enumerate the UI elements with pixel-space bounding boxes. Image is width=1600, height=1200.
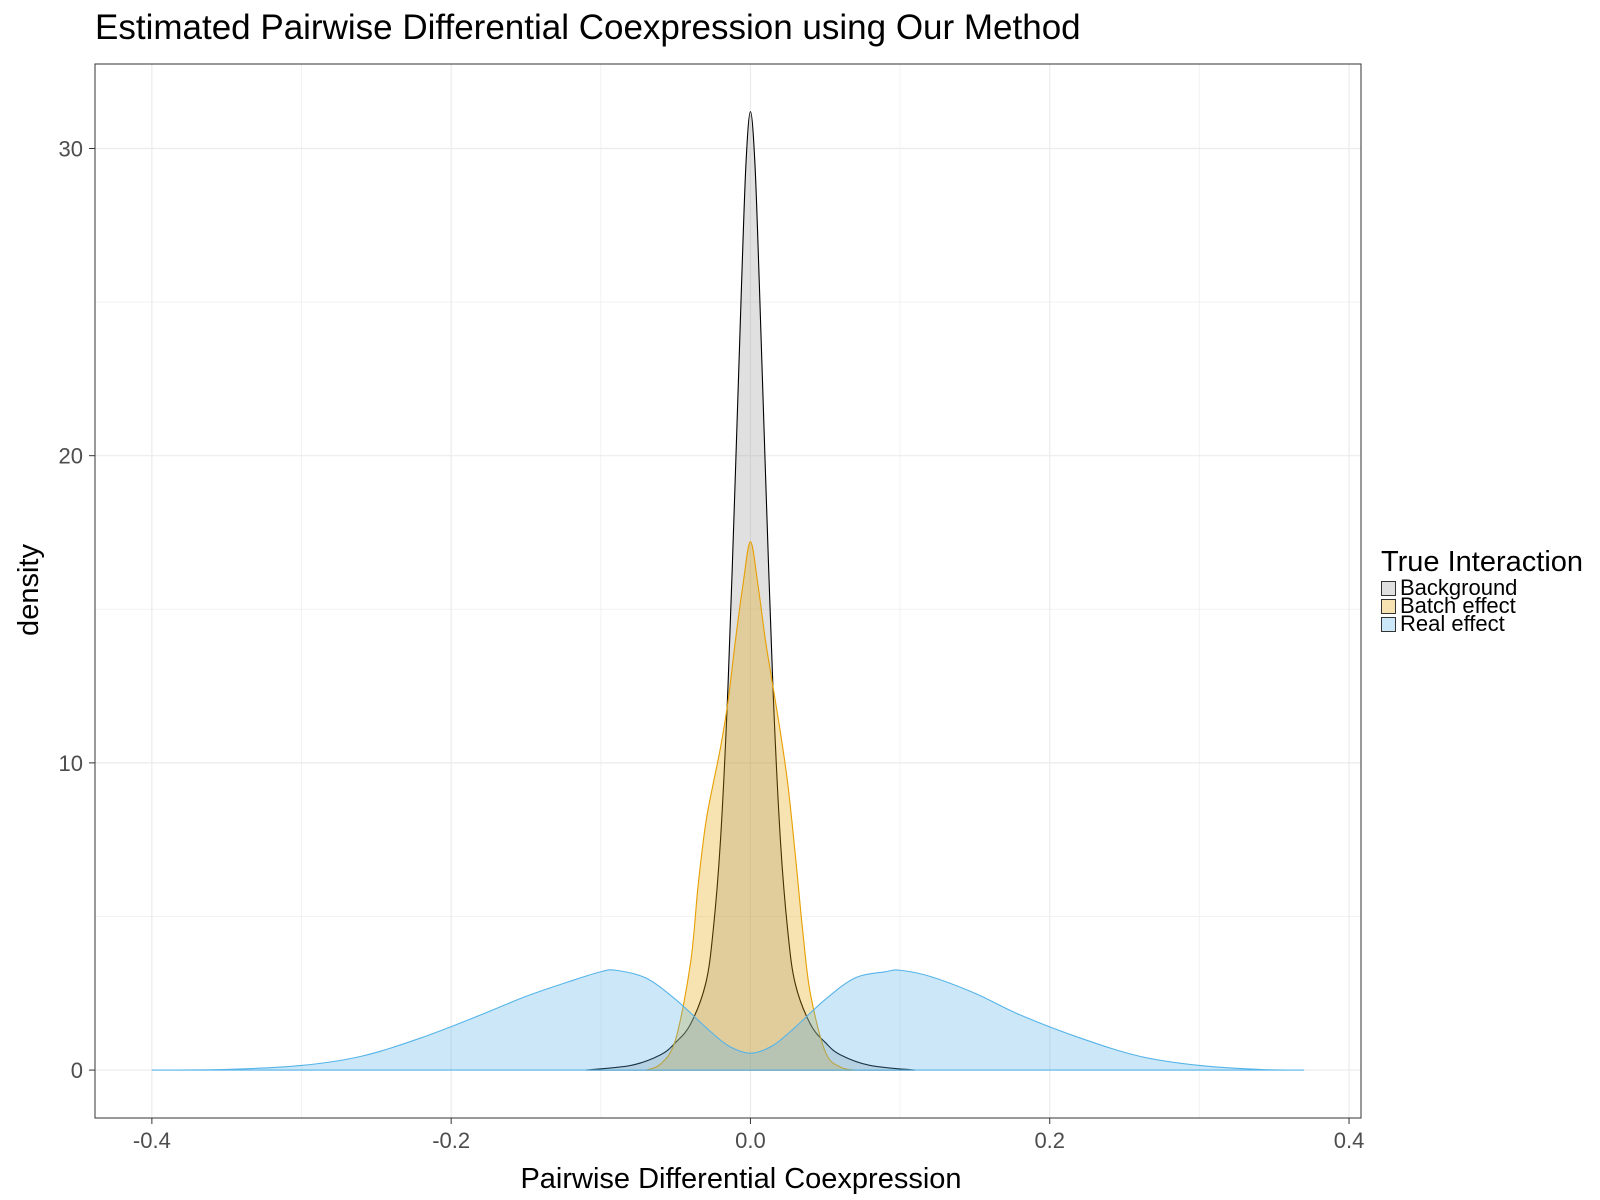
y-tick-label: 20 <box>59 444 83 469</box>
series-layer <box>151 111 1305 1071</box>
legend-label-real-effect: Real effect <box>1400 611 1505 636</box>
density-area-real-effect <box>151 969 1305 1071</box>
x-tick-label: 0.4 <box>1334 1128 1365 1153</box>
legend-item-batch-effect: Batch effect <box>1381 593 1583 618</box>
legend-title: True Interaction <box>1381 546 1584 578</box>
legend-key-background <box>1381 580 1396 596</box>
legend-key-real-effect <box>1381 616 1396 632</box>
legend-label-batch-effect: Batch effect <box>1400 593 1516 618</box>
axis-ticks: -0.4 -0.2 0.0 0.2 0.4 0 10 20 30 <box>59 136 1365 1153</box>
y-tick-label: 10 <box>59 751 83 776</box>
x-tick-label: -0.2 <box>432 1128 470 1153</box>
legend-label-background: Background <box>1400 575 1518 600</box>
x-tick-label: 0.2 <box>1034 1128 1065 1153</box>
density-area-batch-effect <box>645 541 856 1071</box>
x-axis-label: Pairwise Differential Coexpression <box>520 1163 961 1195</box>
y-tick-label: 30 <box>59 136 83 161</box>
gridlines <box>95 64 1361 1118</box>
panel-border <box>94 63 1362 1119</box>
x-tick-label: -0.4 <box>133 1128 171 1153</box>
density-area-background <box>585 111 916 1071</box>
legend-item-real-effect: Real effect <box>1381 611 1583 636</box>
chart-title: Estimated Pairwise Differential Coexpres… <box>95 8 1081 47</box>
y-tick-label: 0 <box>71 1058 83 1083</box>
legend: True Interaction Background Batch effect… <box>1381 546 1584 636</box>
y-axis-label: density <box>13 544 45 636</box>
x-tick-label: 0.0 <box>735 1128 766 1153</box>
legend-item-background: Background <box>1381 575 1583 600</box>
legend-key-batch-effect <box>1381 598 1396 614</box>
